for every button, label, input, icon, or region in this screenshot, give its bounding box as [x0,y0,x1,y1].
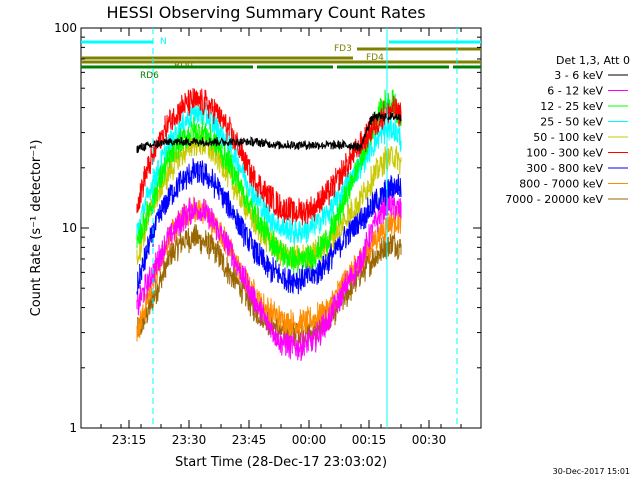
legend-title: Det 1,3, Att 0 [556,54,630,67]
series-line [136,88,402,226]
series-line [136,98,402,246]
x-tick-label: 00:00 [292,433,327,447]
legend-label: 7000 - 20000 keV [505,193,603,206]
x-tick-label: 23:30 [172,433,207,447]
series-line [136,223,402,348]
legend: Det 1,3, Att 0 3 - 6 keV 6 - 12 keV 12 - 2… [505,54,630,206]
x-tick-label: 00:15 [352,433,387,447]
legend-label: 800 - 7000 keV [519,178,603,191]
y-axis-label: Count Rate (s⁻¹ detector⁻¹) [29,140,44,317]
x-tick-label: 23:15 [112,433,147,447]
series-line [136,158,402,295]
legend-label: 50 - 100 keV [533,131,603,144]
annotation-layer: NFD3FD4RD0RD6 [81,28,481,428]
series-line [136,89,402,274]
flag-label: FD3 [334,44,352,54]
series-layer [136,88,402,361]
legend-label: 3 - 6 keV [554,69,603,82]
footer-date: 30-Dec-2017 15:01 [553,467,630,476]
x-axis-label: Start Time (28-Dec-17 23:03:02) [175,455,387,470]
axes-layer: 1 10 100 23:15 23:30 23:45 00:00 00:15 00:30 [54,21,482,447]
x-tick-label: 00:30 [412,433,447,447]
chart-title: HESSI Observing Summary Count Rates [106,3,425,22]
legend-label: 25 - 50 keV [540,116,603,129]
legend-label: 100 - 300 keV [526,147,603,160]
legend-label: 300 - 800 keV [526,162,603,175]
legend-label: 6 - 12 keV [547,85,603,98]
y-tick-label: 1 [69,421,77,435]
flag-label: FD4 [366,53,384,63]
y-tick-label: 100 [54,21,77,35]
series-line [136,129,402,270]
x-tick-label: 23:45 [232,433,267,447]
legend-label: 12 - 25 keV [540,100,603,113]
flag-label: N [160,37,167,47]
flag-label: RD6 [140,71,159,81]
y-tick-label: 10 [62,221,77,235]
series-line [136,190,402,361]
series-line [136,111,402,154]
